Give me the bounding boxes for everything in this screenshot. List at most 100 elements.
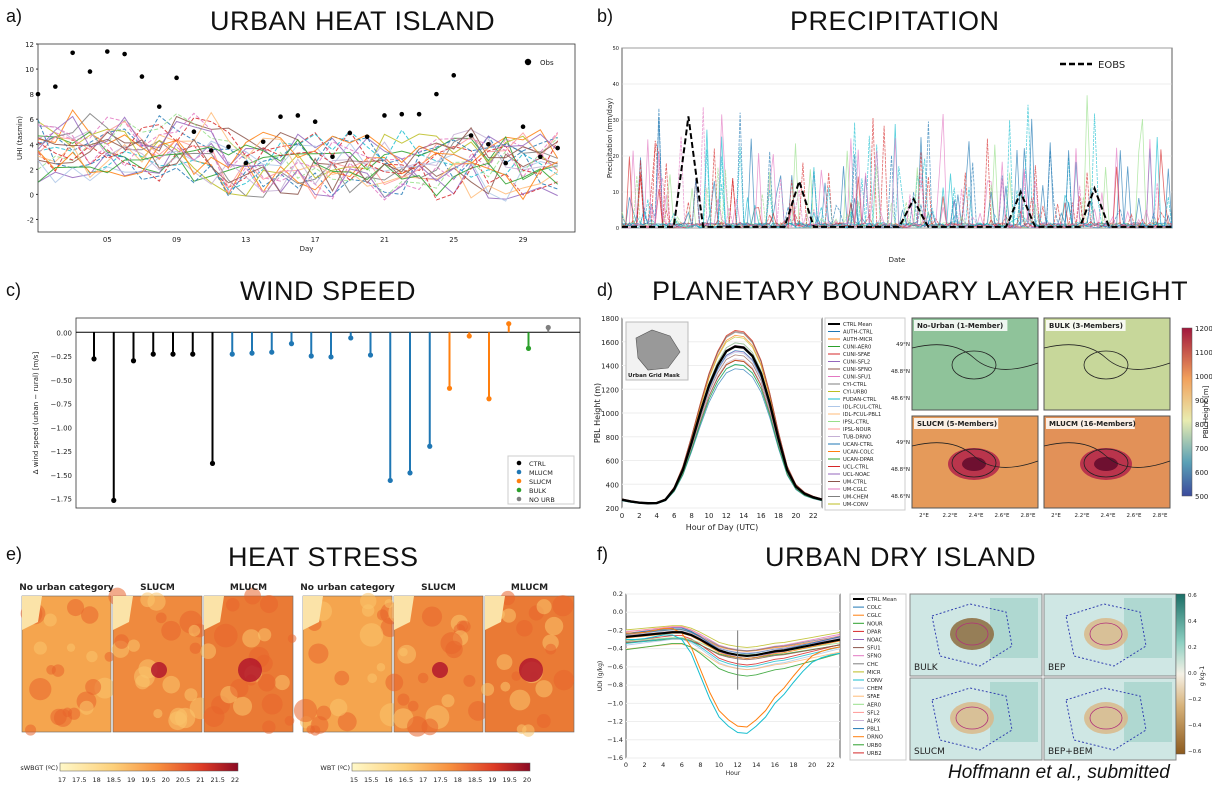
wind-stem-marker <box>328 354 334 360</box>
heat-map-patch <box>25 724 37 736</box>
heat-map-urban-core <box>432 662 448 678</box>
udi-ytick-label: 0.0 <box>613 608 623 616</box>
udi-xtick-label: 4 <box>661 761 665 769</box>
udi-legend-label: AER0 <box>867 702 882 708</box>
uhi-ytick-label: 6 <box>30 116 35 124</box>
uhi-obs-point <box>35 91 41 97</box>
udi-ytick-label: −0.8 <box>607 681 623 689</box>
uhi-xtick-label: 17 <box>311 236 320 244</box>
uhi-obs-point <box>364 134 370 140</box>
heat-map-patch <box>262 720 276 734</box>
uhi-ytick-label: 4 <box>30 141 35 149</box>
heat-map-patch <box>33 641 47 655</box>
uhi-xtick-label: 25 <box>449 236 458 244</box>
heat-colorbar-2-tick: 20 <box>523 776 531 784</box>
uhi-xtick-label: 21 <box>380 236 389 244</box>
pbl-map-lon-tick: 2.4°E <box>969 513 984 519</box>
udi-legend-label: CTRL Mean <box>867 597 897 603</box>
wind-legend-label: BULK <box>529 487 547 495</box>
heat-map-patch <box>376 662 386 672</box>
heat-map-patch <box>153 708 163 719</box>
udi-map-contour <box>1089 706 1123 730</box>
pbl-colorbar-tick: 1200 <box>1195 325 1212 333</box>
pbl-ctrl-mean-line <box>621 345 823 505</box>
pbl-legend-label: AUTH-MICR <box>843 337 873 343</box>
heat-map-patch <box>329 698 348 717</box>
pbl-map-lat-tick: 48.8°N <box>891 369 910 375</box>
udi-member-line <box>625 625 841 648</box>
udi-xtick-label: 8 <box>698 761 702 769</box>
uhi-obs-point <box>191 129 197 135</box>
heat-map-patch <box>397 693 410 706</box>
precip-ytick-label: 10 <box>613 190 619 196</box>
uhi-ytick-label: 8 <box>30 91 34 99</box>
udi-legend-label: MICR <box>867 670 881 676</box>
wind-stem-marker <box>91 356 97 362</box>
heat-map-coast <box>394 596 414 630</box>
panel-c-title: WIND SPEED <box>240 276 417 306</box>
pbl-xtick-label: 4 <box>655 512 660 520</box>
wind-stem-marker <box>190 351 196 357</box>
uhi-obs-point <box>122 51 127 57</box>
uhi-model-line <box>37 120 559 197</box>
heat-map-patch <box>308 643 329 664</box>
heat-map-patch <box>385 673 404 692</box>
heat-map-patch <box>552 595 574 617</box>
pbl-colorbar-label: PBL Height [m] <box>1202 385 1210 438</box>
wind-stem-marker <box>269 349 275 355</box>
wind-legend-marker <box>516 478 522 484</box>
wind-legend-marker <box>516 460 522 466</box>
pbl-map-lat-tick: 48.6°N <box>891 396 910 402</box>
heat-map-patch <box>553 669 575 691</box>
pbl-legend-label: UCAN-DPAR <box>843 457 874 463</box>
pbl-colorbar-tick: 1100 <box>1195 349 1212 357</box>
pbl-legend-label: UCAN-CTRL <box>843 442 873 448</box>
pbl-map-lon-tick: 2.2°E <box>943 513 958 519</box>
heat-map-patch <box>147 592 166 611</box>
udi-legend-label: URB0 <box>867 743 882 749</box>
uhi-obs-point <box>538 154 543 160</box>
pbl-map-hotspot-core <box>1094 457 1118 471</box>
heat-map-patch <box>257 628 272 642</box>
uhi-xtick-label: 05 <box>103 236 112 244</box>
heat-map-patch <box>174 707 196 729</box>
pbl-ytick-label: 1200 <box>601 386 619 394</box>
uhi-model-line <box>37 133 558 200</box>
pbl-map-boundary <box>1043 344 1171 370</box>
pbl-legend-label: CUNI-SFL2 <box>843 360 870 366</box>
wind-legend-label: NO URB <box>529 496 555 504</box>
pbl-map-lon-tick: 2.4°E <box>1101 513 1116 519</box>
heat-map-patch <box>360 592 377 610</box>
heat-map-patch <box>213 623 238 648</box>
pbl-map-lon-tick: 2.8°E <box>1021 513 1036 519</box>
pbl-xtick-label: 20 <box>791 512 800 520</box>
pbl-map-lon-tick: 2.6°E <box>1127 513 1142 519</box>
wind-stem-marker <box>150 351 156 357</box>
wind-stem-marker <box>446 385 453 391</box>
wind-ytick-label: −0.75 <box>51 401 72 409</box>
heat-colorbar-2-tick: 16.5 <box>399 776 413 784</box>
wind-plot-area <box>75 317 581 509</box>
uhi-obs-point <box>503 160 509 166</box>
pbl-legend-label: TUB-DRNO <box>842 435 871 441</box>
udi-member-line <box>625 635 841 666</box>
udi-ytick-label: −1.4 <box>607 736 623 744</box>
heat-map-patch <box>511 671 522 681</box>
uhi-obs-point <box>278 114 283 119</box>
udi-map-title: SLUCM <box>914 747 945 757</box>
udi-ytick-label: 0.2 <box>613 590 623 598</box>
pbl-legend-label: UM-CONV <box>843 502 869 508</box>
uhi-model-line <box>37 131 558 201</box>
uhi-ytick-label: 0 <box>30 191 34 199</box>
udi-ytick-label: −0.4 <box>607 645 623 653</box>
udi-member-line <box>625 630 841 654</box>
udi-legend-label: ALPX <box>867 719 881 725</box>
wind-stem-marker <box>170 351 176 357</box>
heat-map-patch <box>544 616 564 636</box>
udi-xtick-label: 0 <box>624 761 628 769</box>
heat-map-patch <box>516 619 533 637</box>
precip-ytick-label: 40 <box>613 82 619 88</box>
pbl-legend-label: CYI-URB0 <box>843 390 867 396</box>
precip-legend-label: EOBS <box>1098 60 1125 71</box>
udi-legend-label: CHEM <box>867 686 883 692</box>
